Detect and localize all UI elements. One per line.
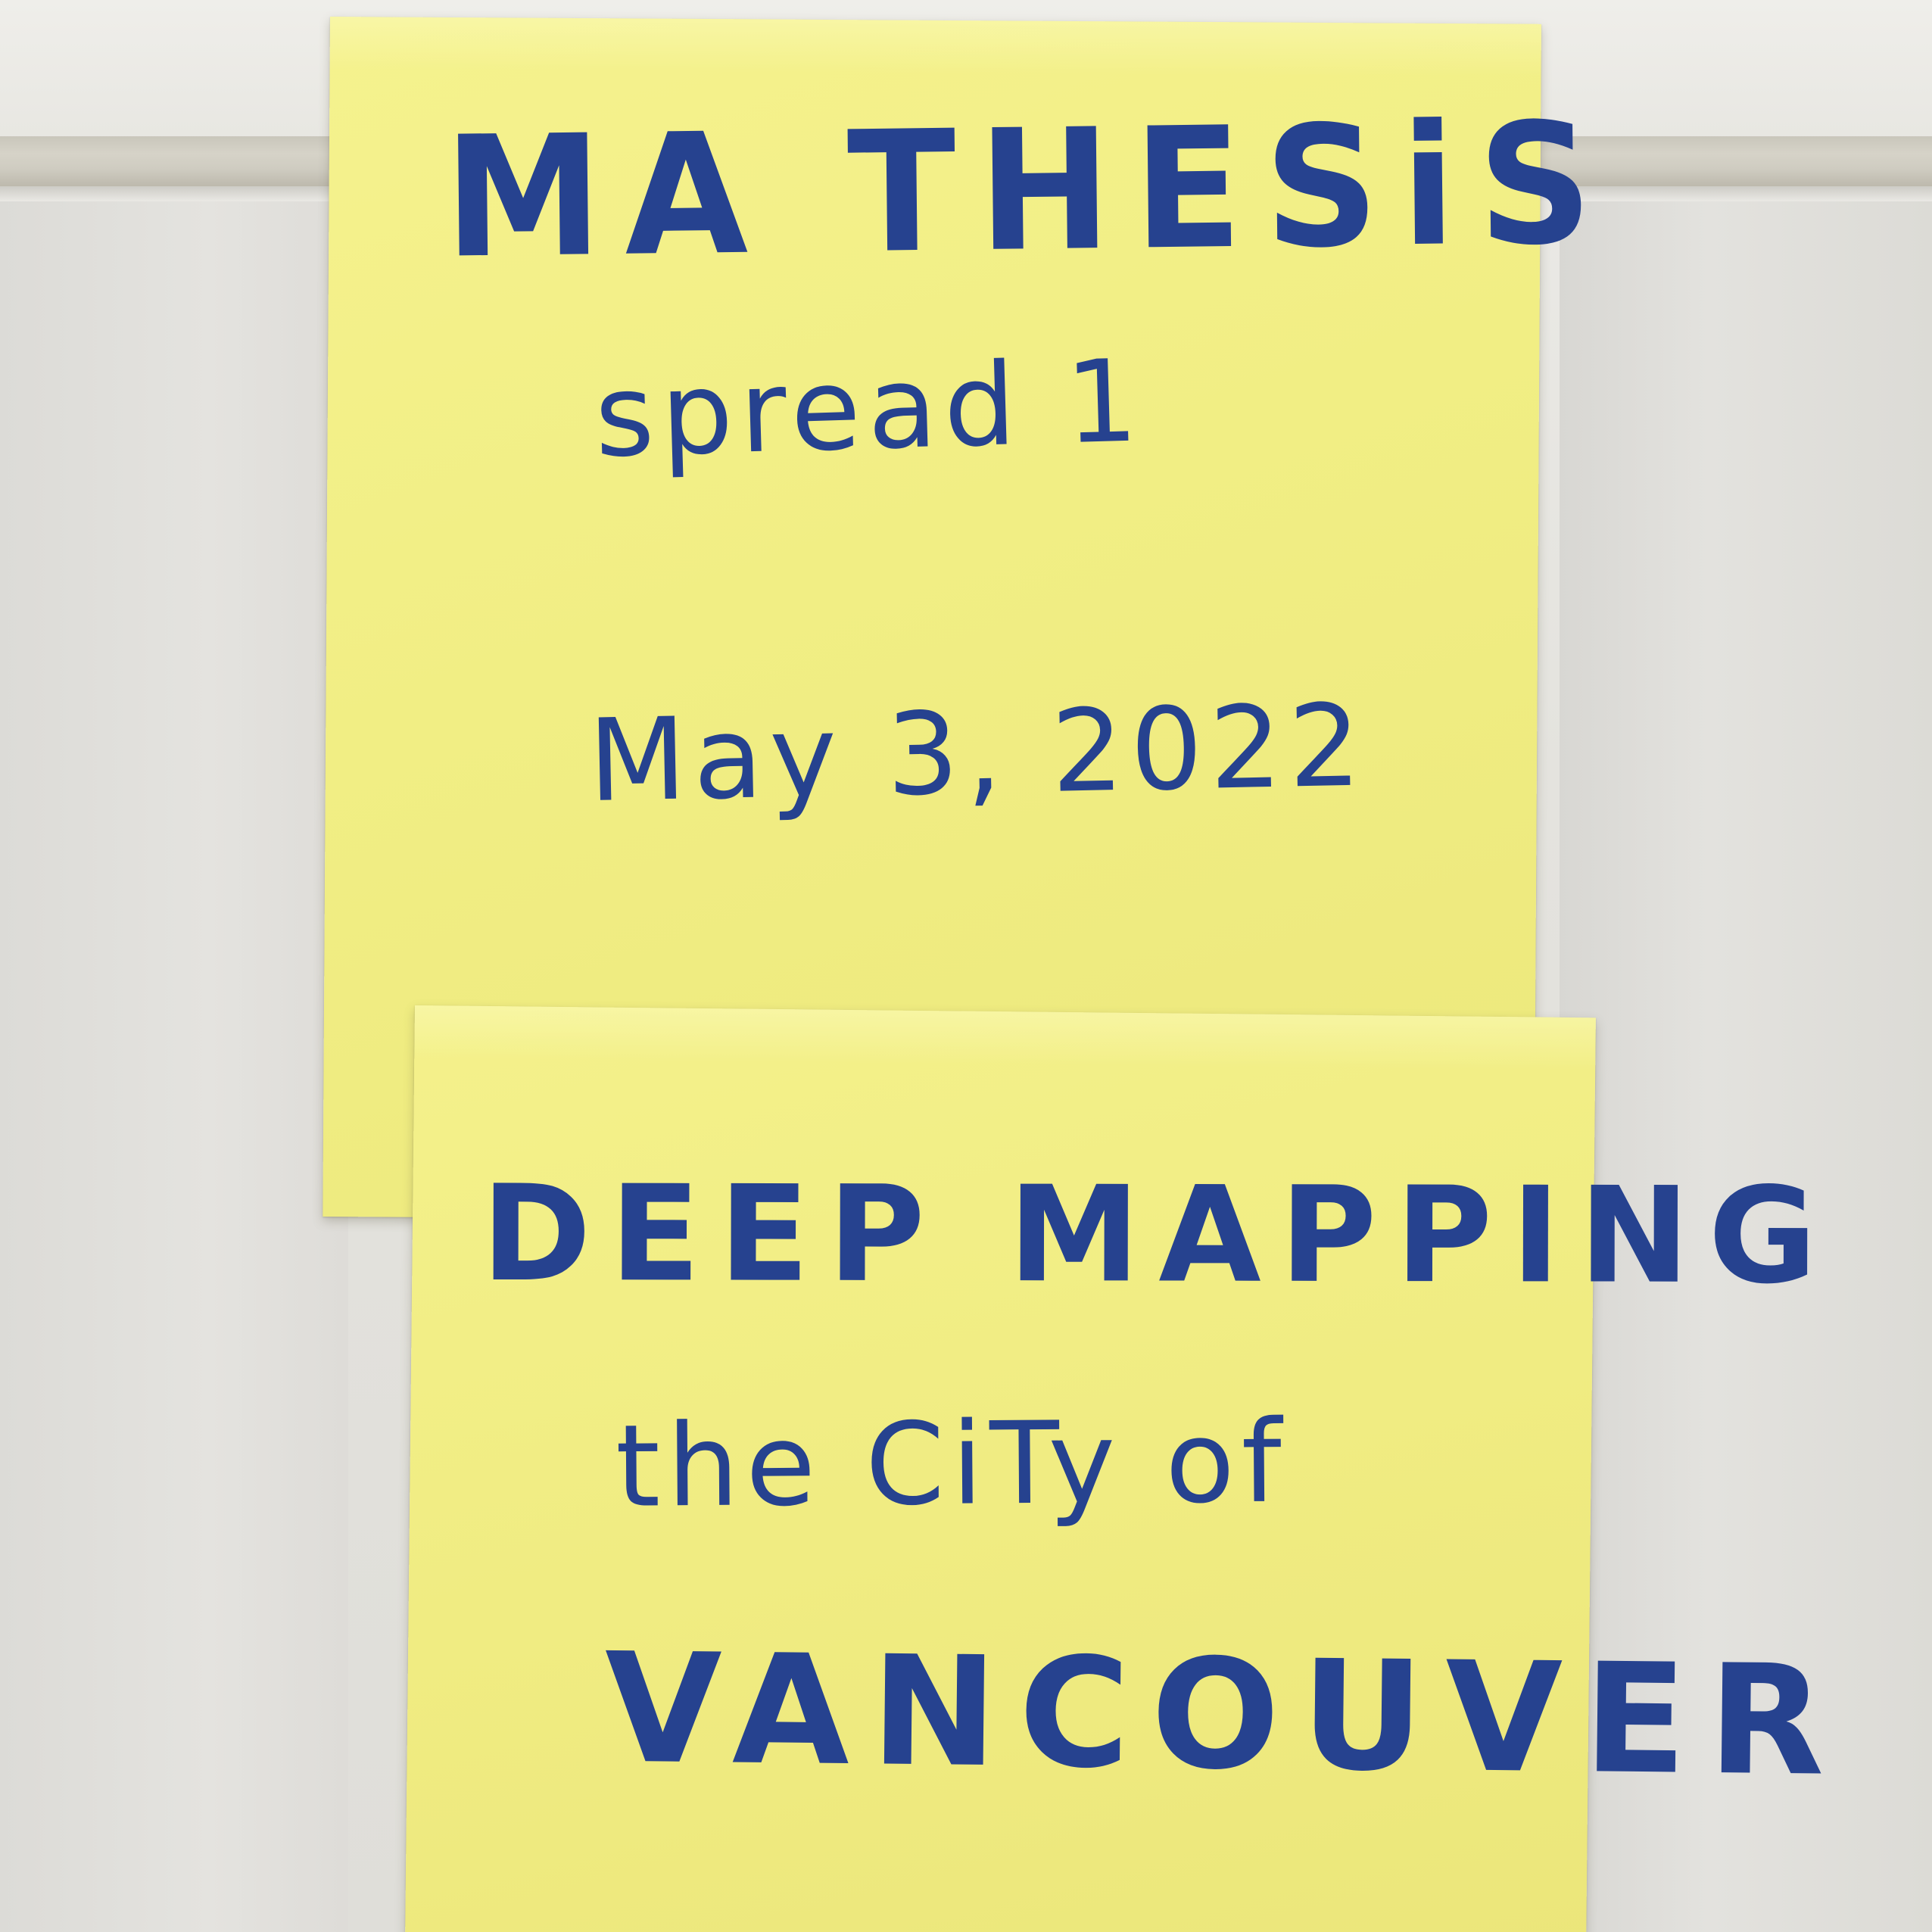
note-title: MA THESiS: [443, 86, 1616, 296]
sticky-note-adhesive: [414, 1005, 1596, 1071]
note-line-3: VANCOUVER: [603, 1620, 1847, 1810]
sticky-note-adhesive: [329, 17, 1541, 77]
wall-tile-right: [1560, 201, 1932, 1932]
note-line-1: DEEP MAPPING: [481, 1157, 1836, 1314]
note-date: May 3, 2022: [587, 680, 1370, 828]
note-subtitle: spread 1: [593, 335, 1147, 484]
note-line-2: the CiTy of: [615, 1396, 1289, 1533]
sticky-note-bottom: DEEP MAPPING the CiTy of VANCOUVER: [404, 1005, 1846, 1932]
wall-tile-left: [0, 201, 348, 1932]
